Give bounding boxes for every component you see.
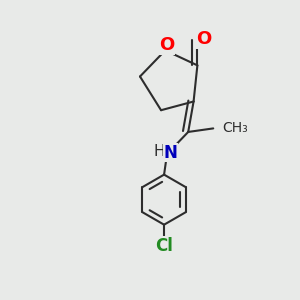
Text: H: H [154,144,165,159]
Text: Cl: Cl [155,237,173,255]
Text: O: O [159,36,174,54]
Text: N: N [164,144,178,162]
Text: CH₃: CH₃ [222,122,248,135]
Text: O: O [196,30,212,48]
